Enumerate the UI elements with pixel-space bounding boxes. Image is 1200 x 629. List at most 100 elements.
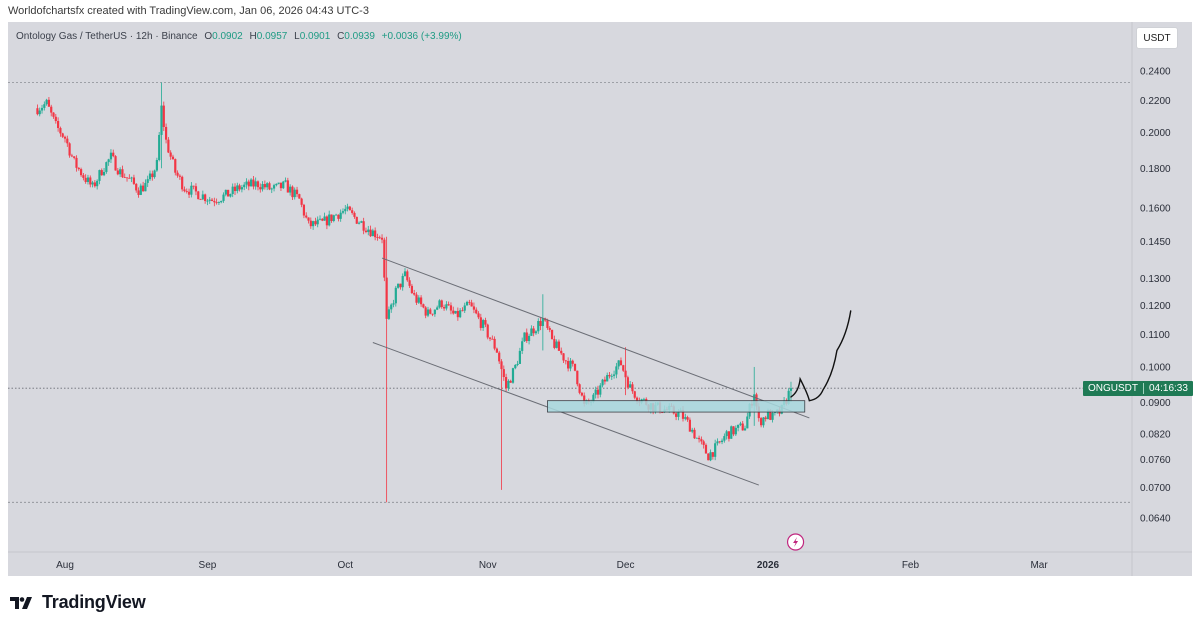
candle-body [256,181,260,188]
candle-body [367,229,370,233]
candle-body [57,121,60,129]
candle-body [426,309,430,316]
candle-body [700,439,703,442]
x-tick-label: Sep [199,560,217,571]
candle-body [787,390,790,404]
candle-body [263,184,266,188]
candle-body [504,377,508,389]
candle-body [116,170,119,175]
candle-body [385,277,388,319]
last-price-tag: ONGUSDT 04:16:33 [1083,380,1193,396]
candle-body [583,395,586,404]
y-tick-label: 0.1600 [1140,204,1171,215]
candle-body [562,353,565,361]
candle-body [429,309,432,314]
candle-body [560,350,563,354]
candle-body [746,416,749,429]
candle-body [233,186,237,192]
candle-body [576,370,579,385]
candle-body [410,285,414,294]
candle-body [185,191,188,192]
y-tick-label: 0.0820 [1140,430,1171,441]
candle-body [514,364,517,369]
candle-body [484,320,487,325]
candle-body [612,374,616,376]
tradingview-logo[interactable]: TradingView [10,592,146,613]
candle-body [272,185,276,189]
candle-body [178,175,181,177]
candle-body [493,338,496,349]
candle-body [465,301,469,306]
candle-body [357,222,361,224]
candle-body [771,413,774,420]
low-label: L [294,31,300,42]
candle-body [509,380,512,383]
candle-body [121,169,124,178]
candle-body [606,375,609,382]
candle-body [66,138,69,144]
close-value: 0.0939 [344,31,375,42]
candle-body [523,332,526,342]
candle-body [550,329,554,340]
candle-body [769,410,772,420]
y-tick-label: 0.1450 [1140,237,1171,248]
high-value: 0.0957 [256,31,288,42]
candle-body [197,191,200,200]
candle-body [743,428,747,431]
candle-body [75,157,78,168]
candle-body [346,206,349,209]
candle-body [773,412,776,414]
candle-body [369,229,372,237]
candle-body [291,186,294,198]
candle-body [36,108,39,115]
candle-body [314,221,317,225]
candle-body [766,410,770,420]
candle-body [601,379,604,386]
candle-body [704,444,708,454]
candle-body [619,360,623,366]
candle-body [691,429,694,432]
candle-body [376,237,379,238]
candle-body [243,184,246,188]
chart-area[interactable]: 0.2400 0.2200 0.2000 0.1800 0.1600 0.1450 0.13… [8,22,1193,576]
candle-body [603,379,606,382]
candle-body [128,177,131,179]
candle-body [764,417,767,420]
candle-body [339,212,342,219]
candle-body [210,199,214,201]
candle-body [148,173,152,180]
candles [36,82,793,503]
candle-body [500,361,503,370]
candle-body [362,221,365,231]
candle-body [472,306,476,310]
candle-body [392,303,395,305]
candle-body [525,332,528,342]
price-chart[interactable]: 0.2400 0.2200 0.2000 0.1800 0.1600 0.1450 0.13… [8,22,1192,576]
candle-body [491,338,494,340]
candle-body [100,170,103,176]
candle-body [479,317,482,328]
candle-body [132,177,136,184]
candle-body [475,309,478,314]
candle-body [227,189,230,197]
candle-body [661,412,664,414]
currency-button[interactable]: USDT [1136,27,1178,49]
symbol-info: Ontology Gas / TetherUS · 12h · Binance … [16,31,462,42]
change-value: +0.0036 (+3.99%) [381,31,462,42]
candle-body [215,202,218,204]
candle-body [174,159,177,173]
candle-body [284,180,287,182]
support-zone-rect [547,400,806,413]
candle-body [454,310,457,314]
candle-body [213,200,216,203]
candle-body [231,186,234,194]
candle-body [229,193,232,197]
candle-body [642,398,646,400]
candle-body [445,304,448,309]
candle-body [470,302,473,307]
candle-body [68,143,71,156]
high-label: H [249,31,257,42]
candle-body [279,182,283,189]
tradingview-logo-icon [10,596,32,609]
candle-body [573,363,577,371]
